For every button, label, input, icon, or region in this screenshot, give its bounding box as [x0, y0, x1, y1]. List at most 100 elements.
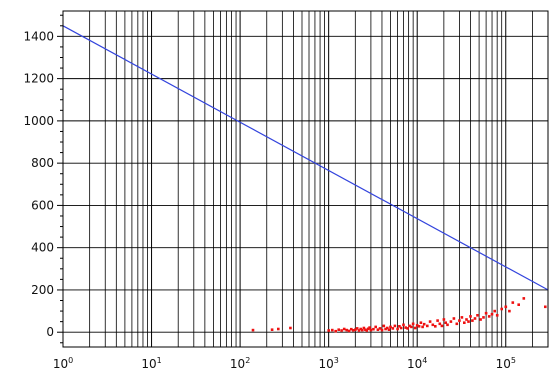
scatter-point	[378, 327, 382, 330]
scatter-point	[482, 316, 485, 319]
scatter-point	[354, 328, 357, 331]
scatter-point	[460, 316, 464, 319]
scatter-point	[421, 325, 424, 329]
scatter-point	[413, 326, 417, 330]
scatter-point	[436, 319, 439, 322]
scatter-point	[391, 327, 395, 330]
scatter-point	[382, 324, 386, 328]
scatter-point	[337, 328, 340, 331]
scatter-point	[415, 324, 419, 327]
scatter-point	[345, 328, 348, 332]
scatter-point	[476, 314, 479, 317]
scatter-point	[347, 329, 351, 333]
y-tick-label: 1000	[23, 114, 54, 128]
scatter-point	[500, 307, 503, 311]
scatter-point	[449, 320, 453, 323]
scatter-point	[365, 329, 369, 332]
scatter-point	[402, 323, 405, 327]
x-tick-label: 103	[318, 356, 338, 371]
scatter-point	[393, 324, 397, 328]
scatter-point	[251, 328, 255, 332]
scatter-point	[467, 320, 470, 323]
scatter-point	[372, 327, 375, 331]
series-layer	[62, 25, 549, 333]
scatter-point	[359, 327, 362, 331]
scatter-point	[419, 321, 423, 324]
y-tick-label: 1400	[23, 29, 54, 43]
plot-frame	[62, 10, 549, 348]
scatter-point	[484, 311, 488, 315]
scatter-point	[398, 325, 401, 328]
scatter-point	[522, 297, 526, 300]
scatter-point	[444, 321, 447, 324]
scatter-point	[408, 324, 411, 328]
scatter-point	[399, 326, 403, 330]
x-tick-label: 105	[496, 356, 516, 371]
scatter-point	[289, 326, 292, 330]
scatter-point	[386, 326, 389, 330]
scatter-point	[334, 329, 337, 333]
scatter-point	[369, 328, 373, 332]
scatter-point	[452, 317, 456, 320]
x-tick-label: 100	[53, 356, 73, 371]
scatter-point	[404, 326, 407, 329]
scatter-point	[490, 312, 494, 316]
scatter-point	[340, 329, 343, 332]
scatter-point	[544, 305, 547, 309]
y-tick-label: 600	[31, 198, 54, 212]
scatter-point	[357, 329, 361, 332]
scatter-point	[355, 327, 359, 330]
scatter-point	[396, 327, 399, 331]
y-tick-label: 800	[31, 156, 54, 170]
scatter-point	[471, 319, 474, 322]
scatter-point	[331, 328, 334, 332]
scatter-point	[487, 315, 491, 318]
scatter-point	[410, 325, 413, 329]
scatter-point	[327, 329, 330, 332]
x-tick-label: 102	[230, 356, 250, 371]
scatter-point	[406, 327, 409, 330]
scatter-point	[376, 328, 380, 331]
scatter-point	[458, 319, 461, 322]
scatter-point	[440, 324, 444, 328]
scatter-point	[473, 317, 477, 320]
y-tick-label: 200	[31, 283, 54, 297]
scatter-point	[504, 305, 508, 309]
scatter-point	[511, 301, 515, 304]
scatter-point	[446, 323, 449, 327]
scatter-point	[422, 322, 426, 326]
scatter-point	[434, 325, 437, 328]
scatter-point	[469, 315, 472, 318]
scatter-point	[277, 327, 280, 331]
scatter-point	[442, 318, 446, 321]
scatter-point	[384, 327, 387, 331]
scatter-point	[270, 328, 274, 331]
scatter-point	[495, 314, 499, 317]
scatter-point	[463, 321, 466, 324]
y-tick-label: 1200	[23, 72, 54, 86]
scatter-point	[380, 328, 384, 332]
scatter-point	[350, 327, 353, 331]
scatter-point	[479, 318, 482, 321]
scatter-point	[431, 323, 435, 327]
tick-labels: 0 200 400 600 800 1000 1200 1400 100 101 102 103 104…	[23, 29, 515, 371]
scatter-point	[465, 318, 468, 321]
scatter-point	[517, 303, 520, 306]
scatter-point	[417, 325, 421, 328]
x-tick-label: 101	[141, 356, 161, 371]
series-line	[62, 25, 549, 291]
scatter-point	[342, 327, 346, 331]
scatter-point	[508, 309, 511, 313]
scatter-point	[426, 324, 429, 328]
scatter-point	[387, 328, 391, 331]
scatter-point	[364, 328, 367, 331]
scatter-point	[455, 322, 459, 326]
scatter-point	[493, 309, 496, 313]
y-tick-label: 400	[31, 241, 54, 255]
scatter-point	[352, 329, 355, 332]
scatter-point	[411, 322, 415, 326]
scatter-point	[428, 320, 432, 323]
scatter-point	[389, 325, 392, 329]
y-tick-label: 0	[46, 325, 54, 339]
